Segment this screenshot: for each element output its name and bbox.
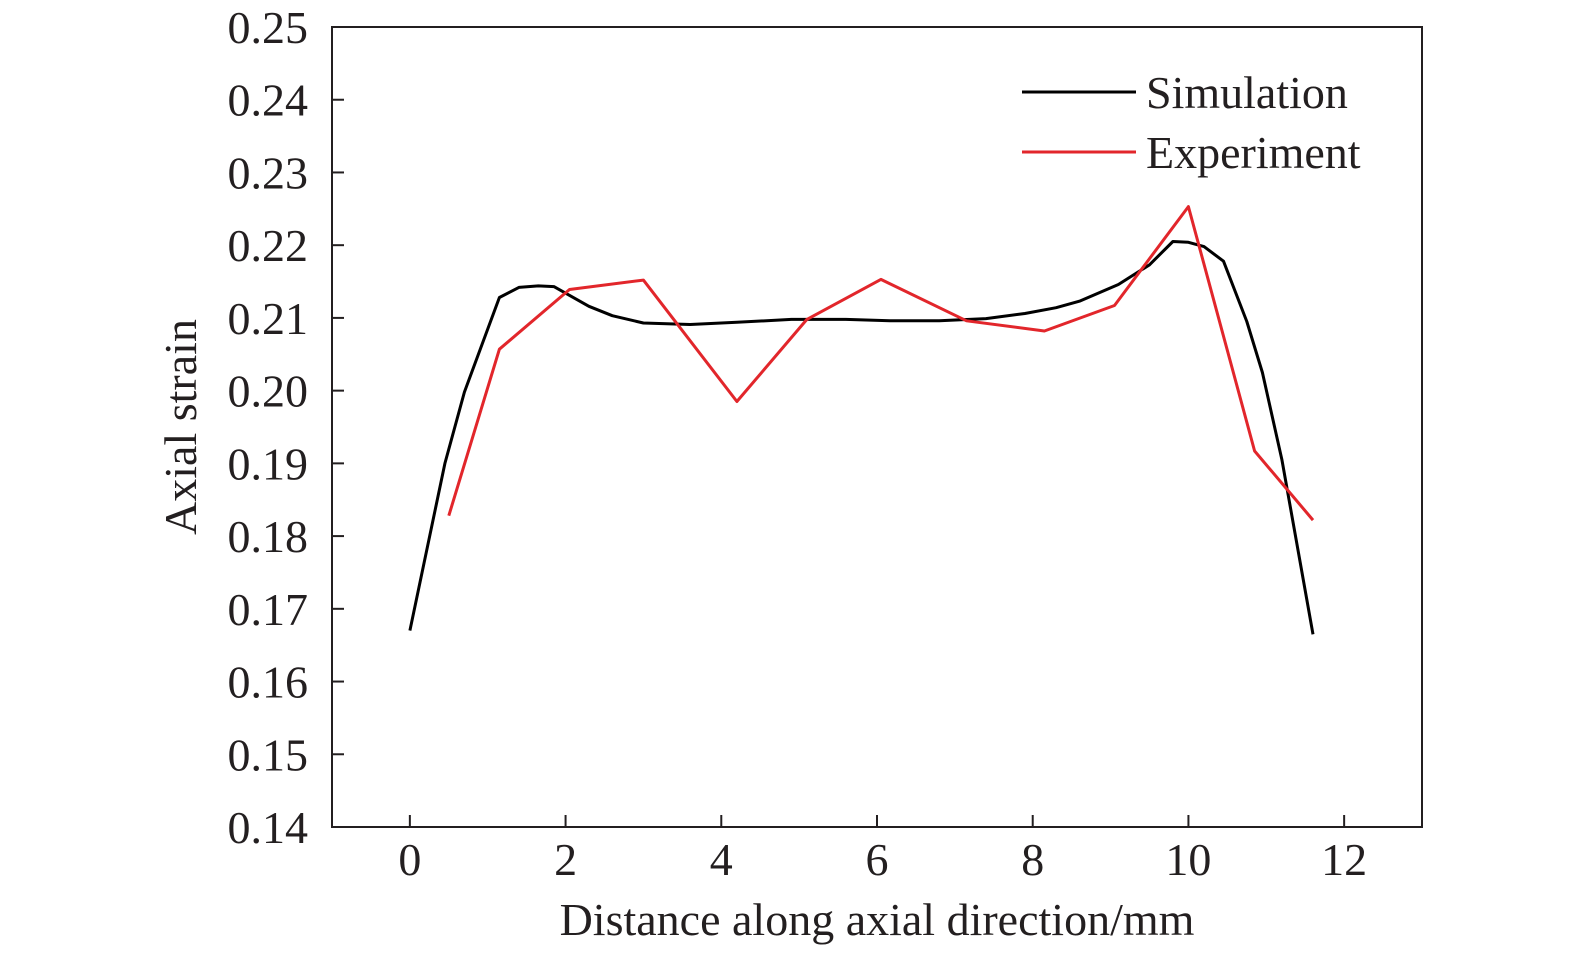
x-tick-label: 4 <box>710 834 733 885</box>
y-tick-label: 0.23 <box>228 147 309 198</box>
x-tick-label: 0 <box>398 834 421 885</box>
x-tick-label: 2 <box>554 834 577 885</box>
y-tick-label: 0.17 <box>228 584 309 635</box>
y-tick-label: 0.24 <box>228 75 309 126</box>
legend: Simulation Experiment <box>1022 67 1361 178</box>
x-axis-ticks: 0 2 4 6 8 10 12 <box>398 815 1367 885</box>
series-line-simulation <box>408 240 1315 635</box>
x-tick-label: 10 <box>1165 834 1211 885</box>
y-tick-label: 0.18 <box>228 511 309 562</box>
y-axis-ticks: 0.14 0.15 0.16 0.17 0.18 0.19 0.20 0.21 0.22 0.23… <box>228 2 344 853</box>
series-layer <box>408 205 1315 635</box>
series-line-experiment <box>447 205 1315 522</box>
y-tick-label: 0.22 <box>228 220 309 271</box>
y-axis-label: Axial strain <box>155 319 206 535</box>
y-tick-label: 0.25 <box>228 2 309 53</box>
x-tick-label: 8 <box>1021 834 1044 885</box>
y-tick-label: 0.15 <box>228 729 309 780</box>
y-tick-label: 0.21 <box>228 293 309 344</box>
y-tick-label: 0.14 <box>228 802 309 853</box>
y-tick-label: 0.19 <box>228 438 309 489</box>
y-tick-label: 0.20 <box>228 366 309 417</box>
legend-label-simulation: Simulation <box>1146 67 1348 118</box>
x-axis-label: Distance along axial direction/mm <box>560 894 1195 945</box>
x-tick-label: 12 <box>1321 834 1367 885</box>
legend-label-experiment: Experiment <box>1146 127 1361 178</box>
x-tick-label: 6 <box>866 834 889 885</box>
y-tick-label: 0.16 <box>228 657 309 708</box>
